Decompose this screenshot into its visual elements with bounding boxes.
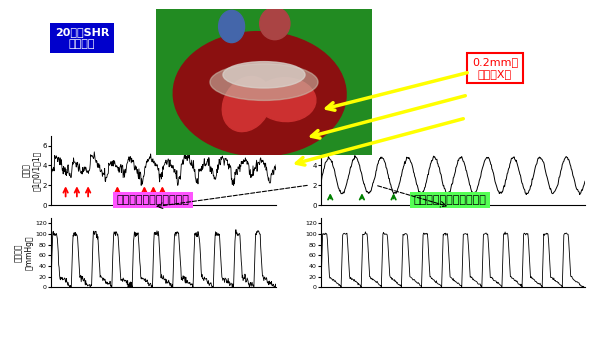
Ellipse shape	[222, 76, 271, 132]
Ellipse shape	[255, 78, 316, 122]
Ellipse shape	[223, 62, 305, 88]
Ellipse shape	[210, 64, 318, 100]
Y-axis label: 左心室圧
（mmHg）: 左心室圧 （mmHg）	[14, 235, 34, 270]
Text: 20週齢SHR
肥大心臓: 20週齢SHR 肥大心臓	[55, 27, 109, 49]
Ellipse shape	[218, 10, 245, 42]
Y-axis label: 輝度比
（1，0/1，1）: 輝度比 （1，0/1，1）	[22, 150, 41, 191]
Text: 0.2mm径
放射光X線: 0.2mm径 放射光X線	[472, 57, 518, 79]
Ellipse shape	[173, 32, 346, 156]
Text: タンパクの周期的な挙動: タンパクの周期的な挙動	[413, 195, 487, 205]
Text: タンパクの不規則な挙動: タンパクの不規則な挙動	[116, 195, 190, 205]
Ellipse shape	[260, 7, 290, 40]
